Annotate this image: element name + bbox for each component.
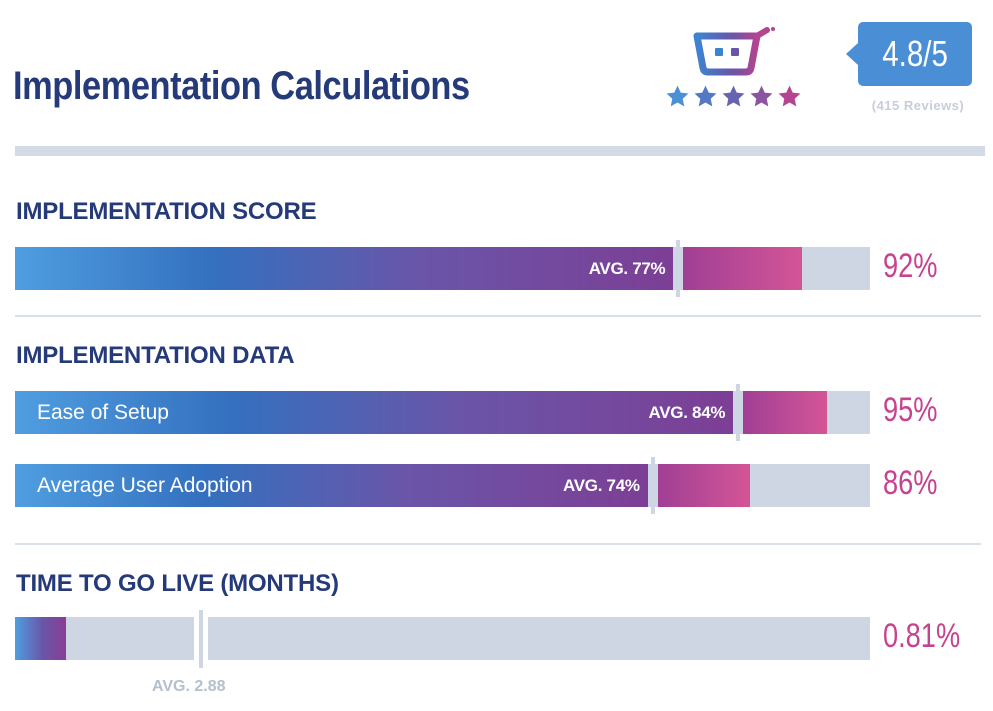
score-bar-fill: AVG. 77% (15, 247, 674, 290)
user-adoption-bar: Average User Adoption AVG. 74% (15, 464, 870, 507)
ease-of-setup-value: 95% (883, 391, 938, 429)
reviews-count: (415 Reviews) (871, 98, 965, 113)
user-adoption-bar-extension (657, 464, 751, 507)
time-to-live-avg-marker (199, 610, 204, 668)
score-bar: AVG. 77% (15, 247, 870, 290)
rating-badge-pointer (846, 43, 858, 65)
star-icon (722, 85, 745, 107)
section-title-score: IMPLEMENTATION SCORE (16, 198, 317, 225)
score-avg-marker (676, 240, 681, 297)
star-icon (666, 85, 689, 107)
ease-of-setup-avg-label: AVG. 84% (648, 402, 726, 422)
ease-of-setup-avg-marker (736, 384, 741, 441)
page-title: Implementation Calculations (13, 64, 470, 108)
star-icon (778, 85, 801, 107)
section-title-time-to-live: TIME TO GO LIVE (MONTHS) (16, 570, 339, 597)
rating-badge: 4.8/5 (858, 22, 972, 86)
rating-stars (665, 84, 802, 110)
star-icon (694, 85, 717, 107)
user-adoption-bar-fill: Average User Adoption AVG. 74% (15, 464, 648, 507)
time-to-live-avg-label: AVG. 2.88 (152, 678, 226, 695)
user-adoption-value: 86% (883, 464, 938, 502)
user-adoption-avg-label: AVG. 74% (563, 475, 640, 495)
section-divider (15, 543, 981, 545)
score-bar-extension (683, 247, 802, 290)
score-value: 92% (883, 247, 938, 285)
user-adoption-avg-marker (650, 457, 655, 514)
rating-value: 4.8/5 (882, 33, 948, 74)
section-divider (15, 315, 981, 317)
ease-of-setup-bar-fill: Ease of Setup AVG. 84% (15, 391, 734, 434)
star-icon (750, 85, 773, 107)
user-adoption-label: Average User Adoption (37, 473, 253, 497)
section-title-data: IMPLEMENTATION DATA (16, 342, 295, 369)
score-avg-label: AVG. 77% (588, 258, 666, 278)
reviews-logo-icon (693, 27, 775, 76)
time-to-live-bar (15, 617, 870, 660)
ease-of-setup-label: Ease of Setup (37, 400, 169, 424)
ease-of-setup-bar-extension (743, 391, 828, 434)
time-to-live-bar-fill (15, 617, 67, 660)
ease-of-setup-bar: Ease of Setup AVG. 84% (15, 391, 870, 434)
time-to-live-value: 0.81% (883, 617, 961, 655)
header-divider (15, 146, 985, 156)
